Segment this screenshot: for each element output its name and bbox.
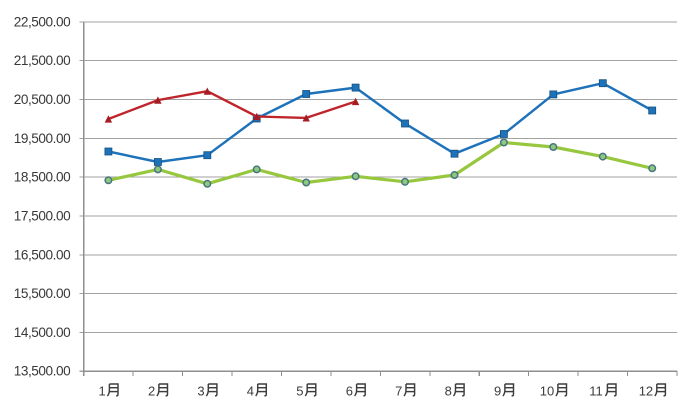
- svg-text:22,500.00: 22,500.00: [14, 14, 71, 29]
- svg-text:6: 6: [346, 384, 353, 399]
- svg-text:14,500.00: 14,500.00: [14, 325, 71, 340]
- svg-text:19,500.00: 19,500.00: [14, 131, 71, 146]
- svg-text:12: 12: [639, 384, 653, 399]
- svg-text:13,500.00: 13,500.00: [14, 364, 71, 379]
- svg-text:11: 11: [589, 384, 603, 399]
- svg-text:9: 9: [494, 384, 501, 399]
- svg-text:17,500.00: 17,500.00: [14, 208, 71, 223]
- svg-text:4: 4: [247, 384, 254, 399]
- svg-text:20,500.00: 20,500.00: [14, 92, 71, 107]
- svg-text:16,500.00: 16,500.00: [14, 247, 71, 262]
- svg-text:15,500.00: 15,500.00: [14, 286, 71, 301]
- svg-text:10: 10: [540, 384, 554, 399]
- svg-text:18,500.00: 18,500.00: [14, 170, 71, 185]
- svg-text:8: 8: [445, 384, 452, 399]
- svg-text:7: 7: [395, 384, 402, 399]
- svg-text:3: 3: [197, 384, 204, 399]
- svg-text:1: 1: [99, 384, 106, 399]
- svg-text:2: 2: [148, 384, 155, 399]
- svg-text:5: 5: [296, 384, 303, 399]
- svg-text:21,500.00: 21,500.00: [14, 53, 71, 68]
